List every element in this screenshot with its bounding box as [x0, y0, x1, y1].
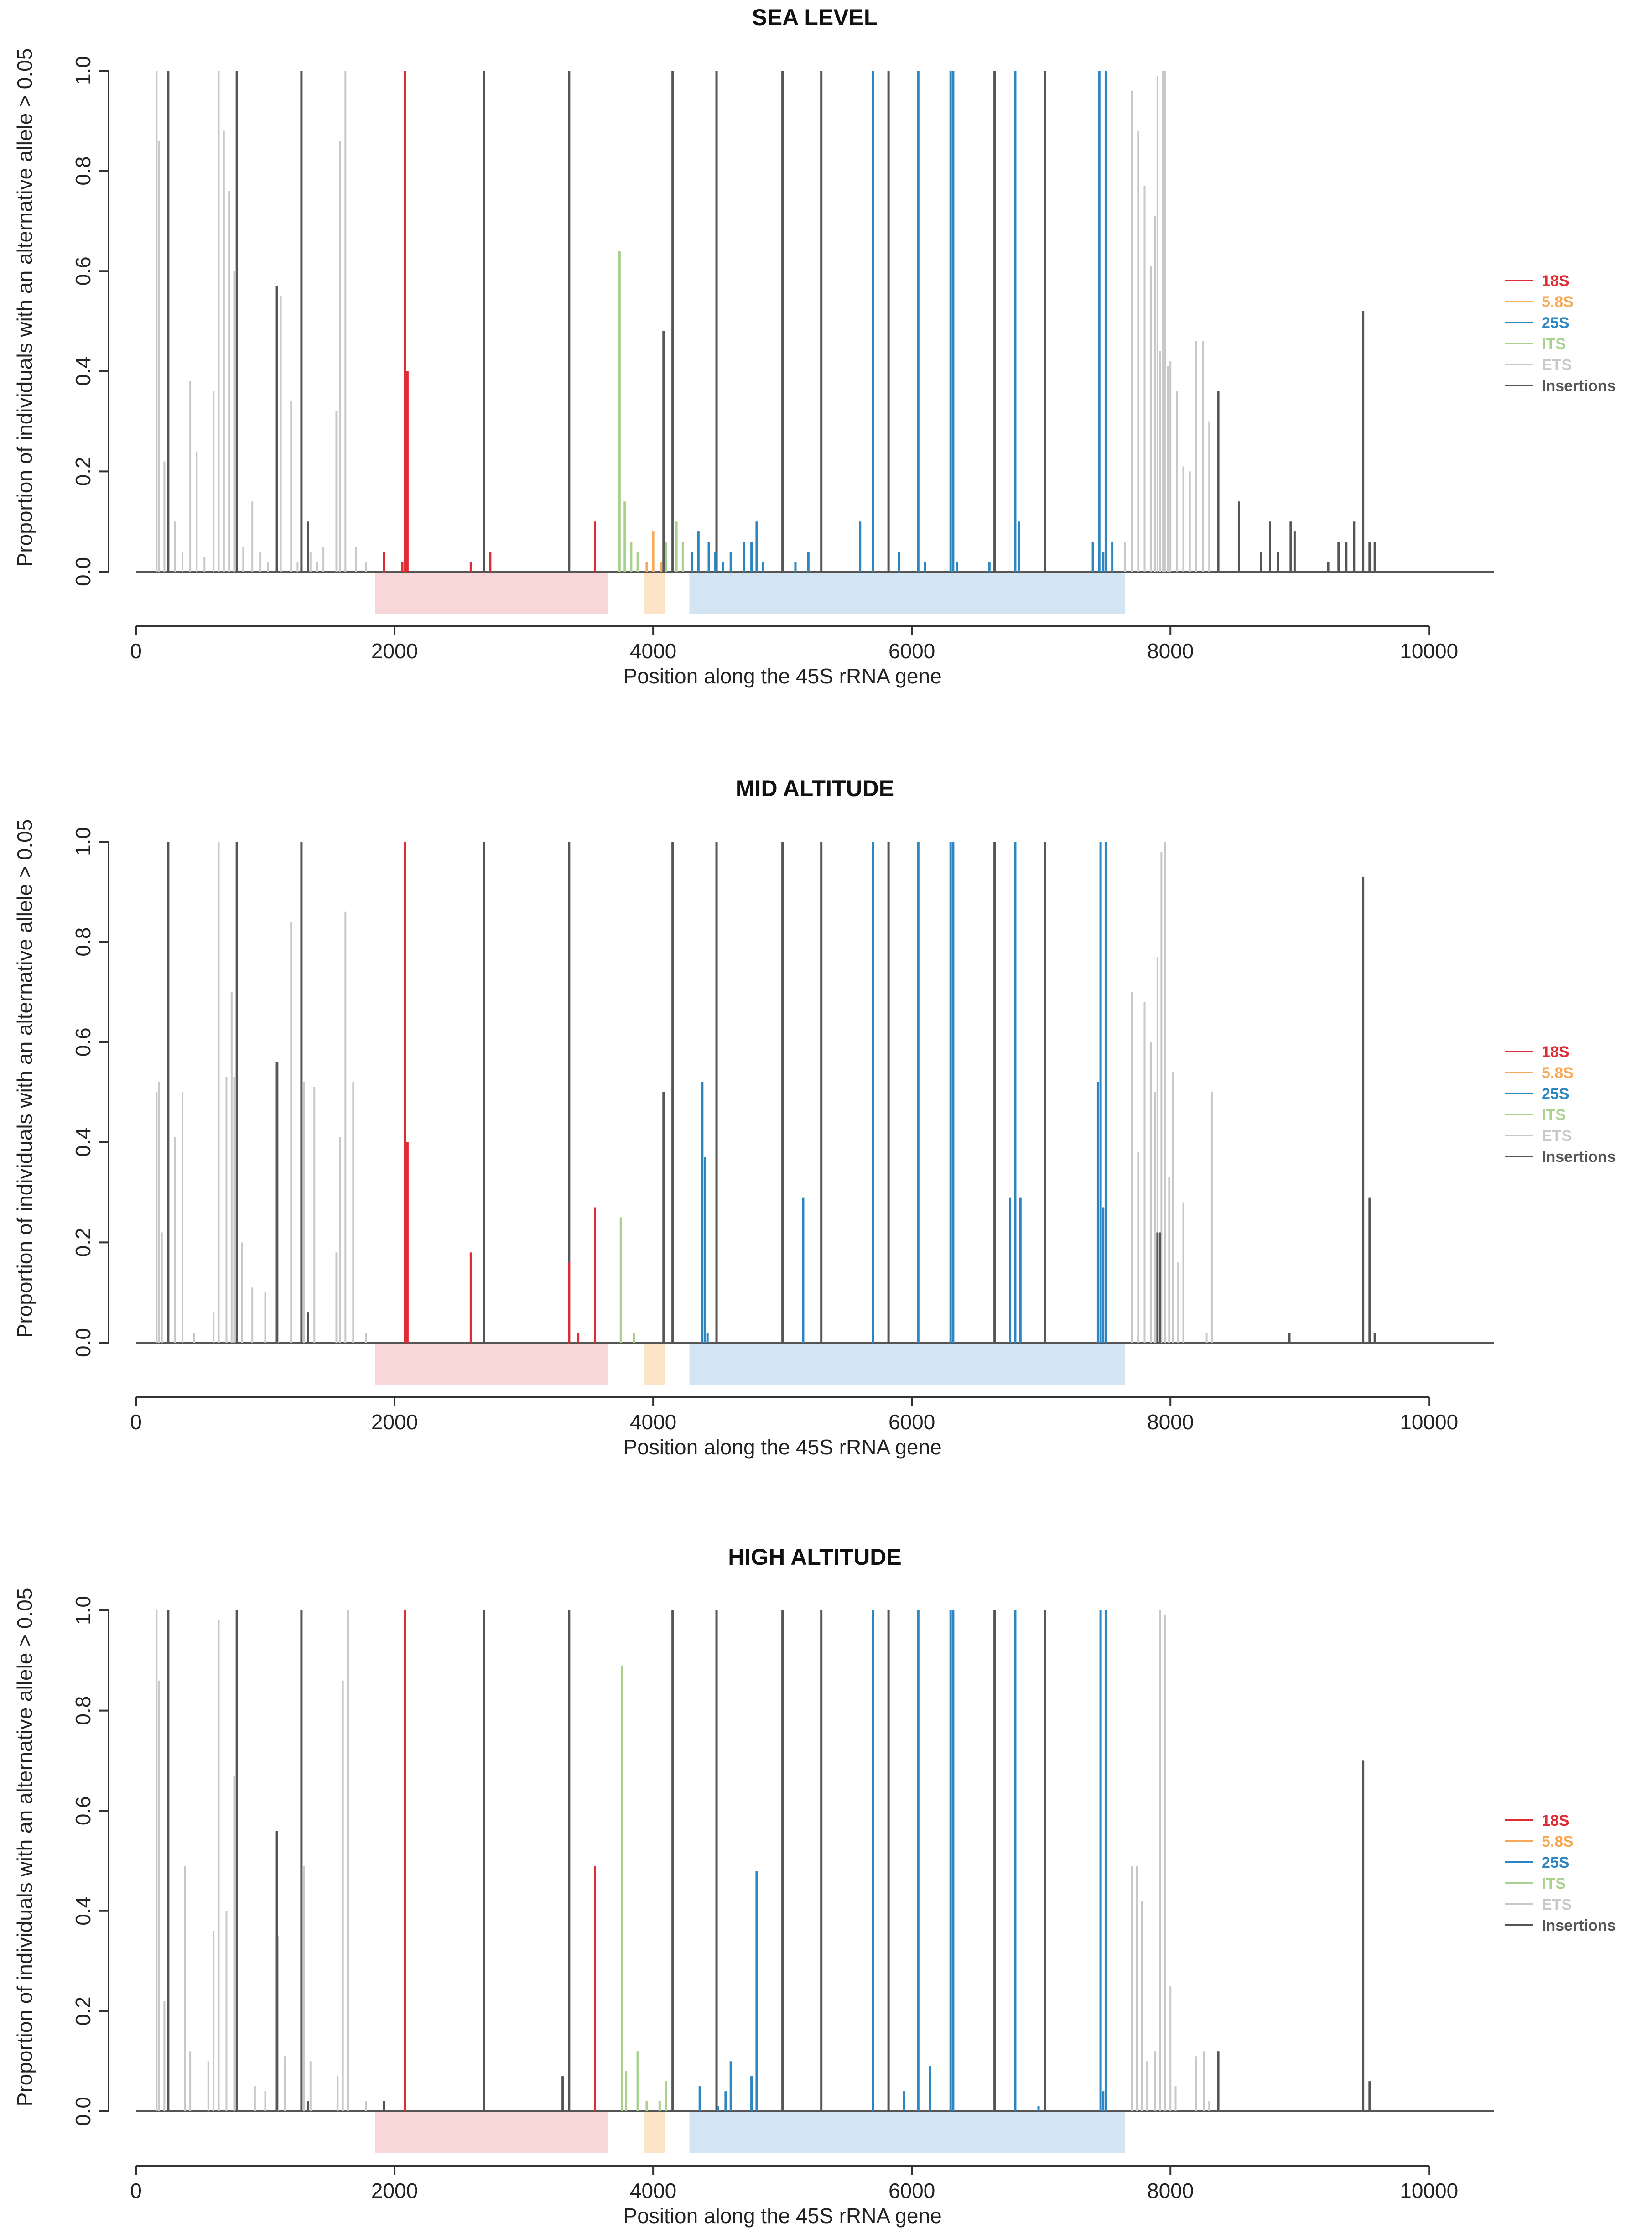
y-tick-label: 1.0 [71, 1596, 95, 1625]
legend-label: 5.8S [1542, 1833, 1574, 1850]
x-tick-label: 0 [130, 1410, 142, 1434]
panel-1: SEA LEVEL 0.0 0.2 0.4 0.6 0.8 1.0 Proportion of… [13, 5, 1616, 688]
x-tick-label: 0 [130, 2179, 142, 2203]
region-18s-rect [375, 2111, 608, 2153]
series-25s [691, 71, 1114, 572]
legend-label: Insertions [1542, 377, 1616, 395]
y-axis-label: Proportion of individuals with an altern… [13, 48, 36, 567]
panel-2: MID ALTITUDE 0.0 0.2 0.4 0.6 0.8 1.0 Proportion… [13, 776, 1616, 1459]
y-tick-label: 0.4 [71, 1896, 95, 1926]
y-tick-label: 0.2 [71, 1228, 95, 1257]
x-tick-label: 0 [130, 639, 142, 663]
legend-label: ETS [1542, 1896, 1572, 1913]
x-axis-label: Position along the 45S rRNA gene [623, 664, 942, 688]
region-18s-rect [375, 572, 608, 614]
legend-label: 25S [1542, 314, 1569, 332]
legend: 18S 5.8S 25S ITS ETS Insertions [1505, 272, 1616, 395]
series-25s [701, 842, 1107, 1343]
legend-label: ITS [1542, 335, 1566, 353]
panel-title: HIGH ALTITUDE [728, 1544, 902, 1570]
series-58s [645, 531, 662, 572]
legend-label: ITS [1542, 1875, 1566, 1892]
y-tick-label: 0.0 [71, 1328, 95, 1357]
series-its [619, 1217, 635, 1343]
y-tick-label: 0.4 [71, 1128, 95, 1157]
x-axis-label: Position along the 45S rRNA gene [623, 1435, 942, 1459]
series-its [618, 251, 684, 572]
legend-label: 25S [1542, 1085, 1569, 1103]
x-tick-label: 2000 [371, 639, 418, 663]
panel-title: MID ALTITUDE [736, 776, 894, 801]
x-tick-label: 10000 [1400, 2179, 1458, 2203]
x-tick-label: 4000 [630, 2179, 676, 2203]
legend-label: Insertions [1542, 1148, 1616, 1166]
region-25s-rect [689, 572, 1125, 614]
region-18s-rect [375, 1343, 608, 1385]
y-tick-label: 0.6 [71, 1796, 95, 1825]
y-axis-label: Proportion of individuals with an altern… [13, 1588, 36, 2107]
y-tick-label: 0.8 [71, 927, 95, 957]
x-tick-label: 6000 [888, 639, 935, 663]
y-tick-label: 0.4 [71, 357, 95, 386]
region-58s-rect [644, 572, 665, 614]
y-tick-label: 0.6 [71, 256, 95, 286]
panels: SEA LEVEL 0.0 0.2 0.4 0.6 0.8 1.0 Proportion of… [13, 5, 1616, 2228]
legend-label: Insertions [1542, 1917, 1616, 1934]
x-tick-label: 4000 [630, 1410, 676, 1434]
y-tick-label: 0.6 [71, 1027, 95, 1057]
series-25s [698, 1610, 1107, 2111]
x-tick-label: 8000 [1147, 2179, 1194, 2203]
legend-label: 5.8S [1542, 293, 1574, 311]
legend-label: ITS [1542, 1106, 1566, 1124]
legend-label: ETS [1542, 356, 1572, 374]
x-tick-label: 10000 [1400, 1410, 1458, 1434]
region-25s-rect [689, 2111, 1125, 2153]
x-tick-label: 6000 [888, 2179, 935, 2203]
y-axis-label: Proportion of individuals with an altern… [13, 819, 36, 1338]
legend-label: 18S [1542, 1043, 1569, 1061]
panel-3: HIGH ALTITUDE 0.0 0.2 0.4 0.6 0.8 1.0 Proportio… [13, 1544, 1616, 2228]
region-58s-rect [644, 2111, 665, 2153]
series-insertions [167, 1610, 1371, 2111]
y-tick-label: 0.2 [71, 457, 95, 486]
x-tick-label: 8000 [1147, 639, 1194, 663]
series-18s [383, 71, 597, 572]
region-25s-rect [689, 1343, 1125, 1385]
y-tick-label: 0.0 [71, 2097, 95, 2126]
x-tick-label: 10000 [1400, 639, 1458, 663]
legend: 18S 5.8S 25S ITS ETS Insertions [1505, 1043, 1616, 1166]
x-axis-label: Position along the 45S rRNA gene [623, 2204, 942, 2228]
y-tick-label: 0.2 [71, 1996, 95, 2026]
legend: 18S 5.8S 25S ITS ETS Insertions [1505, 1812, 1616, 1934]
y-tick-label: 0.8 [71, 1696, 95, 1725]
y-tick-label: 1.0 [71, 56, 95, 85]
legend-label: 18S [1542, 272, 1569, 290]
series-ets [156, 842, 1213, 1343]
x-tick-label: 8000 [1147, 1410, 1194, 1434]
legend-label: ETS [1542, 1127, 1572, 1145]
panel-title: SEA LEVEL [752, 5, 878, 30]
legend-label: 5.8S [1542, 1064, 1574, 1082]
y-tick-label: 1.0 [71, 827, 95, 856]
region-58s-rect [644, 1343, 665, 1385]
series-ets [156, 1610, 1210, 2111]
series-ets [156, 71, 1210, 572]
series-insertions [167, 71, 1376, 572]
y-tick-label: 0.0 [71, 557, 95, 586]
y-tick-label: 0.8 [71, 156, 95, 186]
legend-label: 25S [1542, 1854, 1569, 1871]
series-insertions [167, 842, 1376, 1343]
x-tick-label: 6000 [888, 1410, 935, 1434]
series-18s [404, 1610, 597, 2111]
x-tick-label: 4000 [630, 639, 676, 663]
series-18s [404, 842, 597, 1343]
x-tick-label: 2000 [371, 2179, 418, 2203]
series-its [621, 1665, 667, 2111]
x-tick-label: 2000 [371, 1410, 418, 1434]
legend-label: 18S [1542, 1812, 1569, 1829]
